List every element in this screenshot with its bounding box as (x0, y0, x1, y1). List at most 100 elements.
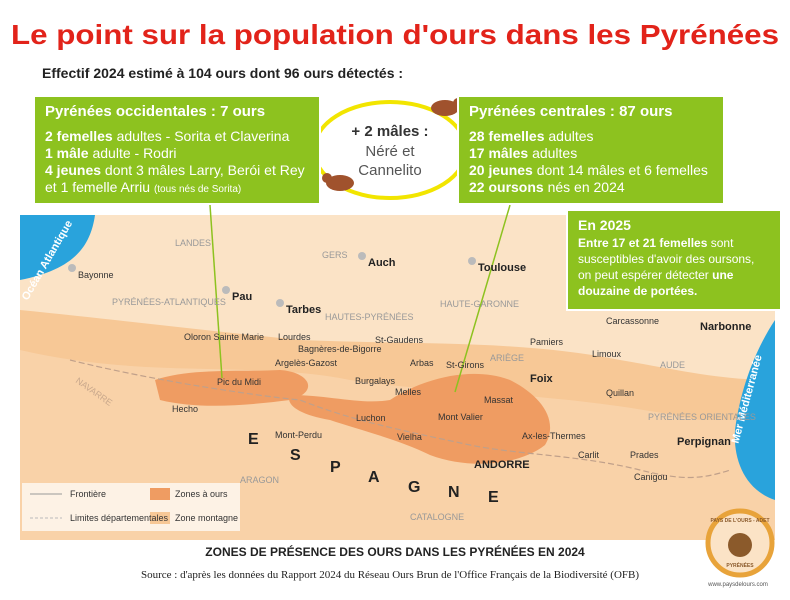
logo-text: PAYS DE L'OURS - ADET (710, 518, 769, 524)
strong: Entre 17 et 21 femelles (578, 236, 708, 250)
box-line: 1 mâle adulte - Rodri (45, 145, 309, 162)
ocean (20, 215, 95, 280)
map-label: Carlit (578, 450, 600, 460)
box-line: 4 jeunes dont 3 mâles Larry, Berói et Re… (45, 162, 309, 179)
outlook-box: En 2025 Entre 17 et 21 femelles sont sus… (566, 209, 782, 311)
bear-zone (155, 370, 309, 406)
strong: 22 oursons (469, 179, 544, 195)
map-label: LANDES (175, 238, 211, 248)
city-dot (68, 264, 76, 272)
pointer (454, 204, 511, 393)
map-label: Auch (368, 257, 396, 269)
sea (734, 320, 775, 500)
strong: 28 femelles (469, 128, 545, 144)
text: dont 14 mâles et 6 femelles (536, 162, 708, 178)
map-label: Vielha (397, 432, 422, 442)
map-label: Lourdes (278, 332, 311, 342)
country-letter: S (290, 447, 301, 464)
map-label: Pamiers (530, 337, 564, 347)
country-letter: A (368, 469, 380, 486)
map-label: Oloron Sainte Marie (184, 332, 264, 342)
box-line: 28 femelles adultes (469, 128, 713, 145)
map-label: St-Girons (446, 360, 485, 370)
legend-box (22, 483, 240, 531)
map-label: PYRÉNÉES ORIENTALES (648, 412, 756, 422)
map-label: Pau (232, 291, 252, 303)
central-box: Pyrénées centrales : 87 ours 28 femelles… (457, 95, 725, 205)
legend-swatch (150, 488, 170, 500)
map-label: Hecho (172, 404, 198, 414)
box-line: et 1 femelle Arriu (tous nés de Sorita) (45, 179, 309, 198)
logo-text: PYRÉNÉES (726, 561, 754, 569)
map-label: St-Gaudens (375, 335, 424, 345)
map-label: Mont-Perdu (275, 430, 322, 440)
strong: 2 femelles (45, 128, 113, 144)
map-label: Tarbes (286, 304, 321, 316)
map-label: GERS (322, 250, 348, 260)
title: Le point sur la population d'ours dans l… (11, 19, 779, 50)
map-label: Canigou (634, 472, 668, 482)
pointer (209, 204, 223, 379)
center-heading: + 2 mâles : (351, 123, 428, 140)
map-label: Burgalays (355, 376, 396, 386)
map-label: ANDORRE (474, 459, 530, 471)
legend-label: Zones à ours (175, 489, 228, 499)
center-names: Cannelito (358, 162, 421, 179)
border (69, 359, 731, 479)
map-label: ARAGON (240, 475, 279, 485)
map-label: HAUTE-GARONNE (440, 299, 519, 309)
city-dot (468, 257, 476, 265)
country-letter: E (488, 489, 499, 506)
map-label: Toulouse (478, 262, 526, 274)
legend-label: Limites départementales (70, 513, 169, 523)
legend-swatch (150, 512, 170, 524)
map-label: AUDE (660, 360, 685, 370)
map-label: Bayonne (78, 270, 114, 280)
map-label: CATALOGNE (410, 512, 464, 522)
text: sont susceptibles d'avoir des oursons, o… (578, 236, 755, 282)
west-box: Pyrénées occidentales : 7 ours 2 femelle… (33, 95, 321, 205)
text: nés en 2024 (547, 179, 625, 195)
map-label: Bagnères-de-Bigorre (298, 344, 382, 354)
text: dont 3 mâles Larry, Berói et Rey (104, 162, 305, 178)
strong: 20 jeunes (469, 162, 533, 178)
strong: une douzaine de portées. (578, 268, 734, 298)
city-dot (222, 286, 230, 294)
legend-label: Frontière (70, 489, 106, 499)
strong: 17 mâles (469, 145, 529, 161)
legend-label: Zone montagne (175, 513, 238, 523)
map-label: HAUTES-PYRÉNÉES (325, 312, 414, 322)
map-label: Foix (530, 373, 553, 385)
map-label: Mont Valier (438, 412, 483, 422)
map-label: Argelès-Gazost (275, 358, 338, 368)
strong: 4 jeunes (45, 162, 102, 178)
text: adultes - Sorita et Claverina (116, 128, 290, 144)
bear-zone (289, 373, 551, 464)
map-label: Luchon (356, 413, 386, 423)
map-label: Perpignan (677, 436, 731, 448)
box-heading: Pyrénées occidentales : 7 ours (45, 103, 266, 120)
logo-bear (728, 533, 752, 557)
note: (tous nés de Sorita) (153, 184, 242, 195)
map-label: ARIÈGE (490, 353, 524, 363)
country-letter: N (448, 484, 460, 501)
map-label: Massat (484, 395, 514, 405)
box-line: 2 femelles adultes - Sorita et Claverina (45, 128, 309, 145)
center-names: Néré et (365, 143, 415, 160)
logo-url: www.paysdelours.com (707, 582, 768, 588)
text: adultes (532, 145, 578, 161)
source: Source : d'après les données du Rapport … (141, 569, 639, 581)
map-label: Quillan (606, 388, 634, 398)
city-dot (276, 299, 284, 307)
text: et 1 femelle Arriu (45, 179, 151, 195)
box-line: 17 mâles adultes (469, 145, 713, 162)
box-line: 20 jeunes dont 14 mâles et 6 femelles (469, 162, 713, 179)
caption: ZONES DE PRÉSENCE DES OURS DANS LES PYRÉ… (205, 544, 585, 559)
map-label: Arbas (410, 358, 434, 368)
text: adulte - Rodri (92, 145, 177, 161)
subtitle: Effectif 2024 estimé à 104 ours dont 96 … (42, 65, 403, 81)
country-letter: G (408, 479, 420, 496)
strong: 1 mâle (45, 145, 89, 161)
map-label: Narbonne (700, 321, 751, 333)
